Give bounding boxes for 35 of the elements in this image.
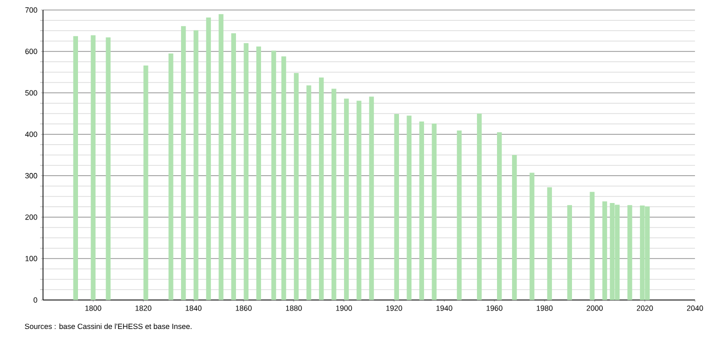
bar [627, 205, 632, 300]
bar [394, 114, 399, 300]
bar [332, 88, 336, 300]
bar [231, 33, 236, 300]
bar [344, 98, 349, 300]
bar [294, 72, 299, 300]
bar [567, 205, 572, 300]
bar [369, 96, 374, 300]
bar [306, 85, 312, 300]
bar [281, 56, 286, 300]
bar [456, 130, 462, 300]
bar [181, 26, 186, 300]
bar [143, 66, 148, 300]
bar [244, 43, 249, 300]
bar [419, 121, 424, 300]
bar [590, 192, 595, 300]
bar [271, 50, 276, 300]
bar [356, 100, 362, 300]
bar [530, 172, 534, 300]
bar [602, 201, 608, 300]
bar [218, 14, 224, 300]
bar [194, 30, 198, 300]
bar [106, 37, 111, 300]
bar [256, 46, 262, 300]
bar [168, 54, 174, 300]
bar [406, 116, 412, 300]
bar [497, 132, 502, 300]
bar [206, 17, 211, 300]
bar [90, 35, 96, 300]
bar [318, 78, 324, 300]
bar [476, 114, 482, 300]
bar [547, 187, 552, 300]
bar [73, 36, 78, 300]
bar [432, 124, 437, 300]
bar [512, 154, 517, 300]
